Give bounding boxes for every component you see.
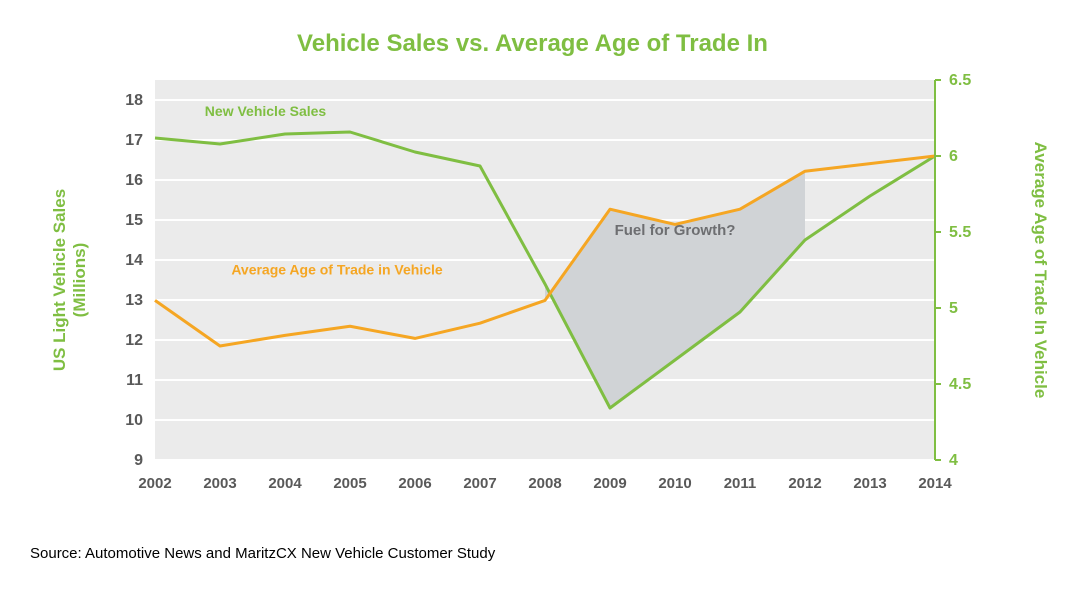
ytick-right: 5.5 bbox=[949, 224, 971, 241]
ytick-left: 16 bbox=[125, 172, 143, 189]
ytick-left: 13 bbox=[125, 292, 143, 309]
annotation-text: Fuel for Growth? bbox=[615, 222, 736, 239]
xtick: 2007 bbox=[463, 475, 496, 492]
xtick: 2010 bbox=[658, 475, 691, 492]
ytick-right: 4 bbox=[949, 452, 958, 469]
xtick: 2005 bbox=[333, 475, 366, 492]
ytick-left: 12 bbox=[125, 332, 143, 349]
xtick: 2008 bbox=[528, 475, 561, 492]
ytick-right: 4.5 bbox=[949, 376, 971, 393]
ytick-right: 5 bbox=[949, 300, 958, 317]
xtick: 2002 bbox=[138, 475, 171, 492]
xtick: 2004 bbox=[268, 475, 302, 492]
ytick-left: 10 bbox=[125, 412, 143, 429]
xtick: 2014 bbox=[918, 475, 952, 492]
series-label: Average Age of Trade in Vehicle bbox=[231, 262, 443, 278]
xtick: 2009 bbox=[593, 475, 626, 492]
source-text: Source: Automotive News and MaritzCX New… bbox=[30, 545, 495, 562]
ytick-left: 18 bbox=[125, 92, 143, 109]
chart-container: Vehicle Sales vs. Average Age of Trade I… bbox=[0, 0, 1065, 597]
chart-svg: Fuel for Growth? New Vehicle Sales Average… bbox=[0, 0, 1065, 530]
ytick-left: 17 bbox=[125, 132, 143, 149]
series-label: New Vehicle Sales bbox=[205, 103, 327, 119]
xtick: 2003 bbox=[203, 475, 236, 492]
ytick-right: 6.5 bbox=[949, 72, 971, 89]
xtick: 2012 bbox=[788, 475, 821, 492]
ytick-left: 14 bbox=[125, 252, 143, 269]
xtick: 2011 bbox=[724, 475, 757, 492]
xtick: 2013 bbox=[853, 475, 886, 492]
ytick-left: 15 bbox=[125, 212, 143, 229]
ytick-left: 11 bbox=[126, 372, 143, 389]
ytick-left: 9 bbox=[134, 452, 143, 469]
xtick: 2006 bbox=[398, 475, 431, 492]
ytick-right: 6 bbox=[949, 148, 958, 165]
